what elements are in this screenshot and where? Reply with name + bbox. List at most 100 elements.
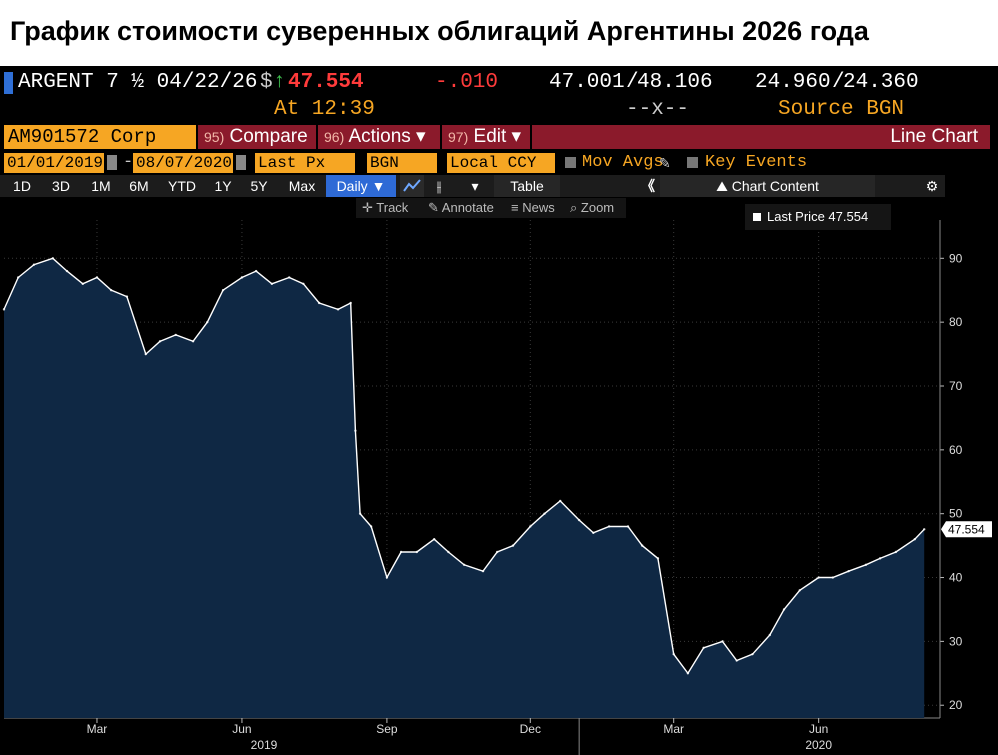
pencil-icon[interactable]: ✎ bbox=[659, 155, 671, 171]
price-point bbox=[923, 528, 926, 531]
key-events-checkbox[interactable] bbox=[687, 157, 698, 168]
price-point bbox=[288, 276, 291, 279]
ask-price: 48.106 bbox=[637, 71, 713, 94]
price-point bbox=[158, 340, 162, 343]
price-point bbox=[894, 550, 898, 554]
price-point bbox=[878, 557, 882, 560]
collapse-icon[interactable]: 《 bbox=[641, 178, 655, 194]
chart-type-label[interactable]: Line Chart bbox=[532, 125, 990, 149]
x-year-label: 2019 bbox=[251, 738, 278, 752]
price-point bbox=[496, 550, 499, 554]
price-point bbox=[399, 550, 403, 554]
pen-icon: ✎ bbox=[428, 200, 442, 215]
chart-content-label: Chart Content bbox=[731, 178, 819, 194]
price-point bbox=[577, 518, 581, 522]
currency-selector[interactable]: Local CCY bbox=[447, 153, 555, 173]
price-point bbox=[751, 652, 754, 656]
mov-avgs-checkbox[interactable] bbox=[565, 157, 576, 168]
period-1m-button[interactable]: 1M bbox=[91, 178, 111, 194]
price-point bbox=[65, 269, 69, 273]
x-tick-label: Jun bbox=[809, 722, 828, 736]
period-ytd-button[interactable]: YTD bbox=[168, 178, 196, 194]
compare-number: 95) bbox=[204, 129, 225, 145]
news-tool[interactable]: ≡ News bbox=[511, 198, 555, 218]
magnifier-icon: ⌕ bbox=[570, 200, 581, 215]
price-point bbox=[913, 538, 916, 541]
y-tick-label: 50 bbox=[949, 507, 963, 521]
period-5y-button[interactable]: 5Y bbox=[250, 178, 268, 194]
compare-label: Compare bbox=[229, 126, 308, 147]
calendar-icon[interactable] bbox=[236, 155, 246, 170]
more-dropdown-icon[interactable]: ▾ bbox=[471, 178, 479, 194]
up-arrow-icon: ↑ bbox=[273, 71, 286, 94]
edit-number: 97) bbox=[448, 129, 469, 145]
period-3d-button[interactable]: 3D bbox=[52, 178, 70, 194]
price-point bbox=[543, 512, 546, 515]
price-area bbox=[4, 258, 925, 718]
line-chart-icon[interactable] bbox=[400, 175, 424, 197]
edit-button[interactable]: 97) Edit ▾ bbox=[442, 125, 530, 149]
zoom-tool[interactable]: ⌕ Zoom bbox=[570, 198, 615, 218]
price-point bbox=[415, 550, 419, 554]
period-max-button[interactable]: Max bbox=[288, 178, 316, 194]
frequency-dropdown[interactable]: Daily ▼ bbox=[326, 175, 396, 197]
annotate-tool[interactable]: ✎ Annotate bbox=[428, 198, 494, 218]
y-tick-label: 30 bbox=[949, 634, 963, 648]
headline: График стоимости суверенных облигаций Ар… bbox=[0, 0, 998, 66]
last-price-tag bbox=[941, 521, 992, 538]
edit-label: Edit ▾ bbox=[473, 126, 522, 147]
news-icon: ≡ bbox=[511, 200, 523, 215]
start-date-field[interactable]: 01/01/2019 bbox=[4, 153, 104, 173]
chart-legend[interactable]: Last Price 47.554 bbox=[745, 204, 891, 230]
price-point bbox=[768, 633, 772, 637]
price-point bbox=[672, 652, 675, 656]
price-point bbox=[51, 257, 55, 260]
actions-button[interactable]: 96) Actions ▾ bbox=[318, 125, 440, 149]
ticker-marker bbox=[4, 72, 13, 94]
end-date-field[interactable]: 08/07/2020 bbox=[133, 153, 233, 173]
price-point bbox=[798, 589, 801, 592]
actions-number: 96) bbox=[324, 129, 345, 145]
legend-checkbox[interactable] bbox=[753, 213, 761, 221]
quote-size: --x-- bbox=[626, 98, 690, 121]
price-point bbox=[206, 320, 209, 324]
period-1y-button[interactable]: 1Y bbox=[214, 178, 232, 194]
price-point bbox=[529, 525, 532, 528]
x-tick-label: Sep bbox=[376, 722, 398, 736]
bid-yield: 24.960 bbox=[755, 71, 831, 94]
price-point bbox=[174, 333, 177, 337]
calendar-icon[interactable] bbox=[107, 155, 117, 170]
price-point bbox=[656, 557, 660, 560]
field-selector[interactable]: Last Px bbox=[255, 153, 355, 173]
price-point bbox=[847, 569, 850, 573]
news-label: News bbox=[522, 200, 555, 215]
price-point bbox=[626, 525, 630, 528]
price-point bbox=[721, 640, 724, 643]
ticker-label[interactable]: ARGENT 7 ½ 04/22/26 bbox=[18, 71, 258, 94]
quote-source: Source BGN bbox=[778, 98, 905, 121]
price-change: -.010 bbox=[435, 71, 499, 94]
x-tick-label: Mar bbox=[663, 722, 684, 736]
period-6m-button[interactable]: 6M bbox=[129, 178, 149, 194]
chart-content-icon: ⛰ bbox=[716, 178, 732, 194]
period-1d-button[interactable]: 1D bbox=[13, 178, 31, 194]
key-events-label: Key Events bbox=[705, 153, 808, 172]
chart-content-button[interactable]: ⛰ Chart Content bbox=[660, 175, 875, 197]
source-field[interactable]: BGN bbox=[367, 153, 437, 173]
price-point bbox=[432, 538, 436, 541]
last-price-tag-label: 47.554 bbox=[948, 522, 985, 536]
actions-label: Actions ▾ bbox=[348, 126, 426, 147]
security-field[interactable]: AM901572 Corp bbox=[4, 125, 196, 149]
bar-chart-icon[interactable]: ⫲ bbox=[436, 178, 442, 194]
y-tick-label: 20 bbox=[949, 698, 963, 712]
price-point bbox=[191, 340, 195, 343]
gear-icon[interactable]: ⚙ bbox=[925, 178, 939, 194]
table-button[interactable]: Table bbox=[494, 175, 560, 197]
price-point bbox=[817, 576, 820, 579]
price-point bbox=[831, 576, 835, 579]
compare-button[interactable]: 95) Compare bbox=[198, 125, 316, 149]
track-tool[interactable]: ✛ Track bbox=[362, 198, 409, 218]
price-point bbox=[369, 525, 373, 528]
x-tick-label: Mar bbox=[87, 722, 108, 736]
